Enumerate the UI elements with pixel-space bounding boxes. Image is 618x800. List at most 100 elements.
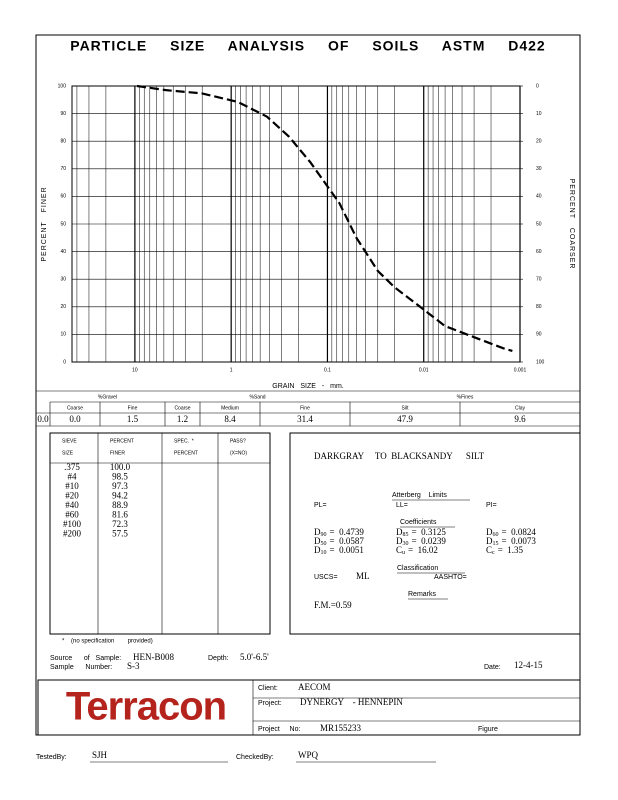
- coefficient-symbol: D: [486, 527, 493, 537]
- date-label: Date:: [484, 664, 501, 671]
- checked: WPQ: [298, 750, 319, 760]
- coefficient: Cu = 16.02: [396, 545, 438, 556]
- coefficient-symbol: D: [314, 527, 321, 537]
- description: DARKGRAY TO BLACKSANDY SILT: [314, 451, 485, 461]
- coefficient-value: = 0.0239: [412, 536, 447, 546]
- sieve-cell: #60: [65, 510, 79, 520]
- sieve-header: SIZE: [62, 450, 74, 456]
- remarks: F.M.=0.59: [314, 600, 352, 610]
- x-tick-label: 0.001: [514, 367, 527, 373]
- coefficient: D50 = 0.0587: [314, 536, 364, 547]
- classification-title: Classification: [397, 565, 438, 572]
- coefficient-value: = 0.0587: [330, 536, 365, 546]
- fraction-group: %Gravel: [98, 394, 117, 400]
- fraction-column: Silt: [402, 405, 410, 411]
- coefficient: D15 = 0.0073: [486, 536, 536, 547]
- coefficient-sub: 10: [321, 550, 327, 556]
- coefficient: D10 = 0.0051: [314, 545, 364, 556]
- coefficients-title: Coefficients: [400, 519, 437, 526]
- logo: Terracon: [66, 685, 226, 729]
- date: 12-4-15: [514, 660, 543, 670]
- coefficient-value: = 0.4739: [330, 527, 365, 537]
- y-axis-label: PERCENT FINER: [41, 186, 48, 261]
- sieve-cell: 88.9: [112, 500, 128, 510]
- sieve-header: FINER: [110, 450, 125, 456]
- sieve-cell: #4: [68, 472, 78, 482]
- fraction-value: 47.9: [397, 414, 413, 424]
- project-no-label: Project No:: [258, 726, 300, 733]
- fraction-column: Coarse: [67, 405, 83, 411]
- figure-label: Figure: [478, 726, 498, 733]
- y-tick-label: 10: [60, 332, 66, 338]
- remarks-title: Remarks: [408, 591, 437, 598]
- tested: SJH: [92, 750, 108, 760]
- y2-axis-label: PERCENT COARSER: [568, 179, 575, 270]
- sieve-cell: 98.5: [112, 472, 128, 482]
- coefficient-symbol: C: [486, 545, 492, 555]
- fraction-value: 0.0: [69, 414, 81, 424]
- fraction-group: %Fines: [457, 394, 474, 400]
- project: DYNERGY - HENNEPIN: [300, 697, 403, 707]
- coefficient-sub: 50: [321, 541, 327, 547]
- y2-tick-label: 50: [536, 221, 542, 227]
- x-tick-label: 10: [132, 367, 138, 373]
- y-tick-label: 70: [60, 166, 66, 172]
- coefficient-sub: 85: [403, 532, 409, 538]
- y-tick-label: 30: [60, 277, 66, 283]
- pl: PL=: [314, 502, 327, 509]
- fraction-value: 31.4: [297, 414, 313, 424]
- sieve-header: SIEVE: [62, 438, 77, 444]
- fraction-first: 0.0: [37, 414, 49, 424]
- coefficient-sub: 15: [493, 541, 499, 547]
- uscs: ML: [356, 571, 370, 581]
- sieve-cell: 57.5: [112, 529, 128, 539]
- fraction-value: 9.6: [514, 414, 526, 424]
- pi: PI=: [486, 502, 497, 509]
- tested-label: TestedBy:: [36, 754, 67, 761]
- fraction-value: 1.2: [177, 414, 188, 424]
- fractions-table: %Gravel %Sand %Fines 0.0 Coarse 0.0 Fine 1.5 Coa…: [37, 394, 581, 426]
- aashto-label: AASHTO=: [434, 574, 467, 581]
- depth-label: Depth:: [208, 655, 229, 662]
- sieve-cell: #20: [65, 491, 79, 501]
- y2-tick-label: 10: [536, 111, 542, 117]
- sieve-cell: .375: [64, 462, 80, 472]
- fraction-column: Clay: [515, 405, 526, 411]
- y2-tick-label: 90: [536, 332, 542, 338]
- sieve-cell: 100.0: [110, 462, 131, 472]
- sieve-cell: #200: [63, 529, 82, 539]
- client: AECOM: [298, 682, 331, 692]
- ll: LL=: [396, 502, 408, 509]
- coefficient: Cc = 1.35: [486, 545, 524, 556]
- y-tick-label: 20: [60, 304, 66, 310]
- sieve-cell: 94.2: [112, 491, 128, 501]
- coefficient: D90 = 0.4739: [314, 527, 364, 538]
- fraction-column: Fine: [128, 405, 138, 411]
- source: HEN-B008: [133, 652, 174, 662]
- y2-tick-label: 100: [536, 359, 545, 365]
- y2-tick-label: 0: [536, 83, 539, 89]
- coefficient-symbol: C: [396, 545, 402, 555]
- checked-label: CheckedBy:: [236, 754, 274, 761]
- coefficient-sub: 30: [403, 541, 409, 547]
- footer-box: [37, 679, 581, 736]
- coefficient: D60 = 0.0824: [486, 527, 536, 538]
- coefficient-symbol: D: [314, 545, 321, 555]
- y2-tick-label: 70: [536, 277, 542, 283]
- title: PARTICLE SIZE ANALYSIS OF SOILS ASTM D42…: [70, 38, 545, 54]
- x-tick-label: 1: [230, 367, 233, 373]
- coefficient-symbol: D: [314, 536, 321, 546]
- sieve-header: PASS?: [230, 438, 246, 444]
- fraction-group: %Sand: [249, 394, 265, 400]
- gradation-curve: [136, 84, 513, 353]
- y-tick-label: 0: [63, 359, 66, 365]
- sieve-box: [49, 432, 271, 635]
- uscs-label: USCS=: [314, 574, 338, 581]
- source-label: Source of Sample:: [50, 655, 121, 662]
- y-tick-label: 40: [60, 249, 66, 255]
- coefficient-sub: u: [402, 550, 405, 556]
- coefficient-sub: 90: [321, 532, 327, 538]
- sieve-cell: 97.3: [112, 481, 128, 491]
